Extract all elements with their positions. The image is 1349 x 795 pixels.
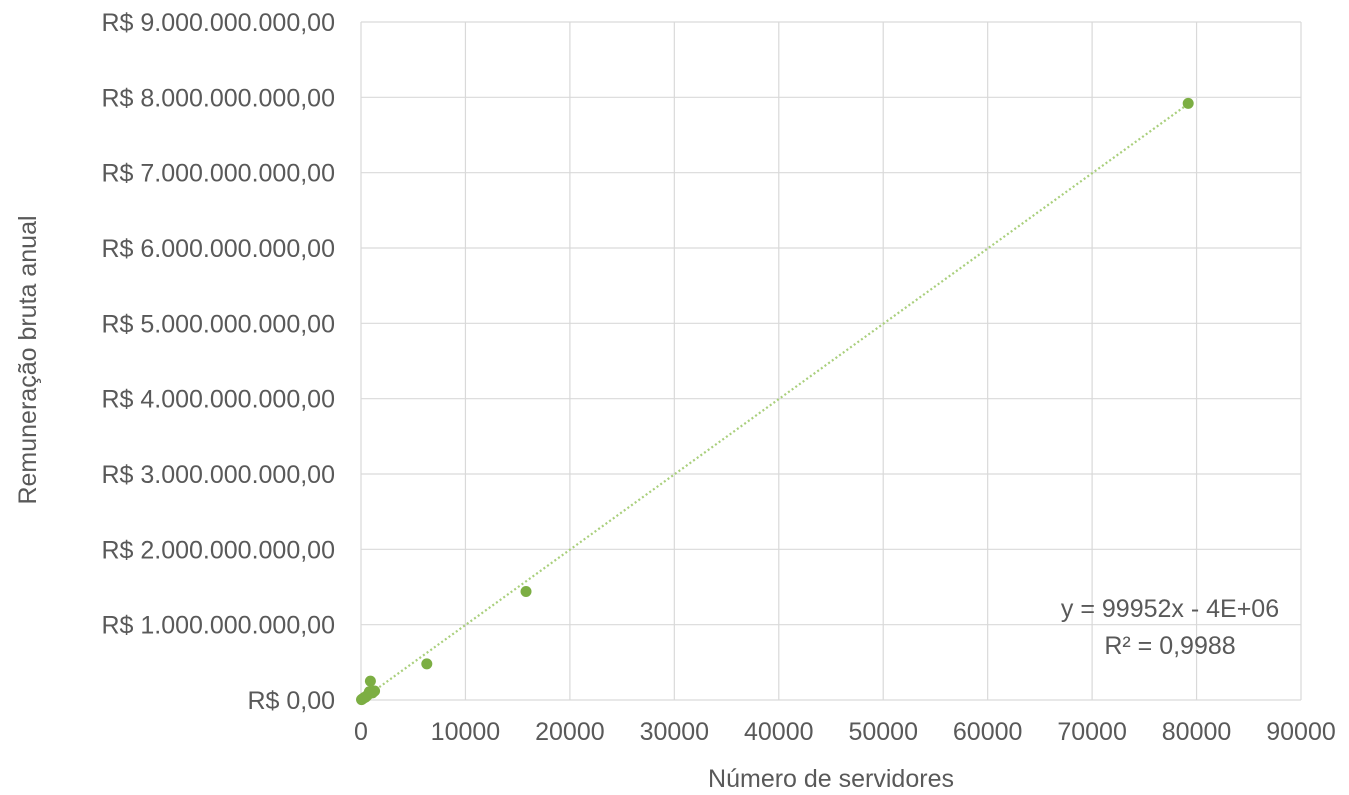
data-points — [356, 97, 1194, 706]
y-axis-tick-labels: R$ 0,00 R$ 1.000.000.000,00 R$ 2.000.000.0… — [101, 9, 335, 715]
y-tick-label: R$ 9.000.000.000,00 — [101, 9, 335, 37]
data-point — [364, 675, 376, 687]
trendline-r-squared: R² = 0,9988 — [1104, 632, 1235, 660]
x-tick-label: 60000 — [953, 718, 1023, 746]
x-tick-label: 40000 — [744, 718, 814, 746]
x-tick-label: 0 — [354, 718, 368, 746]
x-tick-label: 90000 — [1266, 718, 1336, 746]
x-tick-label: 10000 — [431, 718, 501, 746]
y-tick-label: R$ 8.000.000.000,00 — [101, 84, 335, 112]
y-tick-label: R$ 5.000.000.000,00 — [101, 310, 335, 338]
x-tick-label: 70000 — [1057, 718, 1127, 746]
trendline-equation: y = 99952x - 4E+06 — [1061, 595, 1279, 623]
y-tick-label: R$ 7.000.000.000,00 — [101, 160, 335, 188]
data-point — [421, 658, 433, 670]
x-axis-title: Número de servidores — [708, 765, 954, 793]
x-tick-label: 50000 — [848, 718, 918, 746]
x-tick-label: 30000 — [640, 718, 710, 746]
y-tick-label: R$ 0,00 — [247, 687, 335, 715]
y-axis-title: Remuneração bruta anual — [14, 215, 42, 504]
horizontal-gridlines — [361, 21, 1301, 701]
y-tick-label: R$ 4.000.000.000,00 — [101, 386, 335, 414]
x-tick-label: 80000 — [1162, 718, 1232, 746]
y-tick-label: R$ 2.000.000.000,00 — [101, 536, 335, 564]
y-tick-label: R$ 1.000.000.000,00 — [101, 612, 335, 640]
x-tick-label: 20000 — [535, 718, 605, 746]
data-point — [520, 586, 532, 598]
y-tick-label: R$ 6.000.000.000,00 — [101, 235, 335, 263]
data-point — [1182, 97, 1194, 109]
vertical-gridlines — [360, 22, 1302, 700]
linear-trendline — [360, 103, 1189, 702]
y-tick-label: R$ 3.000.000.000,00 — [101, 461, 335, 489]
x-axis-tick-labels: 0 10000 20000 30000 40000 50000 60000 70000 8000… — [354, 718, 1336, 746]
data-point — [369, 685, 381, 697]
